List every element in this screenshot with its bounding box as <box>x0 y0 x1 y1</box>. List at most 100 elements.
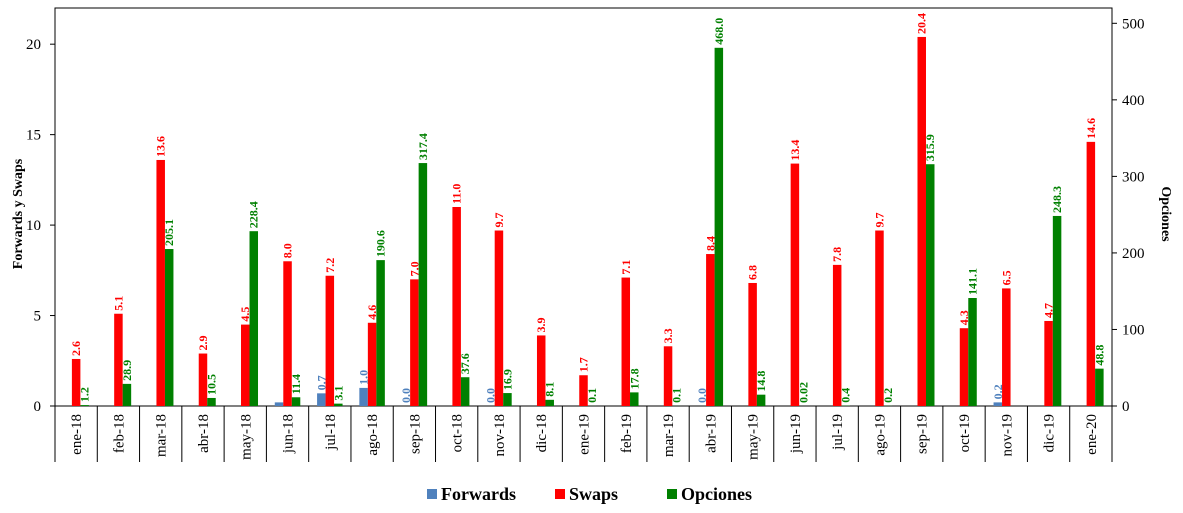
y-tick-label-left: 5 <box>34 309 42 325</box>
bar-opciones <box>926 164 935 406</box>
x-tick-label: ene-19 <box>577 414 593 455</box>
data-label-swaps: 7.0 <box>407 261 421 276</box>
data-label-swaps: 3.9 <box>534 317 548 332</box>
x-tick-label: nov-19 <box>999 414 1015 457</box>
data-label-opciones: 48.8 <box>1092 345 1106 366</box>
bar-swaps <box>241 325 250 406</box>
data-label-opciones: 228.4 <box>247 201 261 228</box>
x-tick-label: mar-19 <box>661 414 677 457</box>
bar-swaps <box>706 254 715 406</box>
data-label-opciones: 16.9 <box>500 369 514 390</box>
bar-swaps <box>917 37 926 406</box>
data-label-opciones: 0.2 <box>881 388 895 403</box>
x-tick-label: abr-18 <box>196 414 212 453</box>
data-label-swaps: 4.6 <box>365 305 379 320</box>
x-tick-label: ago-18 <box>365 414 381 456</box>
data-label-opciones: 17.8 <box>627 368 641 389</box>
data-label-opciones: 14.8 <box>754 371 768 392</box>
data-label-swaps: 2.9 <box>196 336 210 351</box>
data-label-swaps: 11.0 <box>450 184 464 204</box>
legend-swatch-opciones <box>667 489 677 499</box>
legend-label-swaps: Swaps <box>569 484 618 504</box>
y-tick-label-left: 0 <box>34 399 42 415</box>
data-label-swaps: 3.3 <box>661 328 675 343</box>
x-tick-label: jun-19 <box>788 414 804 454</box>
y-tick-label-right: 500 <box>1122 16 1145 32</box>
data-label-swaps: 2.6 <box>69 341 83 356</box>
x-tick-label: nov-18 <box>492 414 508 457</box>
data-label-swaps: 5.1 <box>111 296 125 311</box>
bar-opciones <box>334 404 343 406</box>
data-label-swaps: 4.3 <box>957 310 971 325</box>
data-label-opciones: 468.0 <box>712 18 726 45</box>
bar-swaps <box>452 207 461 406</box>
x-tick-label: may-19 <box>746 414 762 460</box>
data-label-swaps: 13.4 <box>788 140 802 161</box>
data-label-swaps: 9.7 <box>872 213 886 228</box>
x-tick-label: sep-19 <box>915 414 931 454</box>
data-label-forwards: 0.0 <box>483 388 497 403</box>
data-label-swaps: 6.5 <box>999 270 1013 285</box>
data-label-swaps: 8.4 <box>703 236 717 251</box>
data-label-opciones: 248.3 <box>1050 186 1064 213</box>
bar-opciones <box>165 249 174 406</box>
bar-opciones <box>461 377 470 406</box>
bar-opciones <box>80 405 89 406</box>
bar-swaps <box>791 164 800 406</box>
x-tick-label: sep-18 <box>407 414 423 454</box>
data-label-swaps: 4.5 <box>238 307 252 322</box>
bar-opciones <box>757 395 766 406</box>
y-tick-label-left: 20 <box>26 37 41 53</box>
data-label-swaps: 4.7 <box>1042 303 1056 318</box>
data-label-swaps: 9.7 <box>492 213 506 228</box>
x-tick-label: mar-18 <box>154 414 170 457</box>
x-tick-label: feb-19 <box>619 414 635 453</box>
data-label-swaps: 8.0 <box>281 243 295 258</box>
x-tick-label: ene-18 <box>69 414 85 455</box>
data-label-swaps: 7.2 <box>323 258 337 273</box>
legend-label-forwards: Forwards <box>441 484 516 504</box>
bar-opciones <box>207 398 216 406</box>
bar-opciones <box>715 48 724 406</box>
legend-label-opciones: Opciones <box>681 484 752 504</box>
x-tick-label: dic-19 <box>1042 414 1058 452</box>
bar-opciones <box>419 163 428 406</box>
bar-swaps <box>833 265 842 406</box>
plot-frame <box>55 8 1112 406</box>
bar-swaps <box>1044 321 1053 406</box>
x-tick-label: jul-19 <box>830 414 846 451</box>
bar-opciones <box>503 393 512 406</box>
data-label-opciones: 8.1 <box>543 382 557 397</box>
data-label-opciones: 315.9 <box>923 134 937 161</box>
y-tick-label-left: 10 <box>26 218 41 234</box>
data-label-opciones: 10.5 <box>204 374 218 395</box>
bar-swaps <box>156 160 165 406</box>
bar-swaps <box>114 314 123 406</box>
x-tick-label: ene-20 <box>1084 414 1100 455</box>
x-tick-label: oct-18 <box>450 414 466 452</box>
bar-swaps <box>410 279 419 406</box>
data-label-swaps: 1.7 <box>577 357 591 372</box>
data-label-forwards: 0.7 <box>314 375 328 390</box>
y-tick-label-left: 15 <box>26 128 41 144</box>
legend-swatch-forwards <box>427 489 437 499</box>
x-tick-label: may-18 <box>238 414 254 460</box>
data-label-opciones: 0.1 <box>585 388 599 403</box>
data-label-opciones: 0.02 <box>796 382 810 403</box>
data-label-opciones: 37.6 <box>458 353 472 374</box>
data-label-forwards: 0.2 <box>991 384 1005 399</box>
data-label-swaps: 20.4 <box>915 13 929 34</box>
bar-forwards <box>317 393 326 406</box>
data-label-swaps: 6.8 <box>746 265 760 280</box>
data-label-opciones: 3.1 <box>331 386 345 401</box>
x-tick-label: jul-18 <box>323 414 339 451</box>
data-label-opciones: 190.6 <box>374 230 388 257</box>
y-tick-label-right: 100 <box>1122 322 1145 338</box>
y-tick-label-right: 200 <box>1122 246 1145 262</box>
data-label-opciones: 317.4 <box>416 133 430 160</box>
y-tick-label-right: 0 <box>1122 399 1130 415</box>
bar-opciones <box>630 392 639 406</box>
data-label-opciones: 11.4 <box>289 374 303 394</box>
data-label-opciones: 0.4 <box>839 388 853 403</box>
